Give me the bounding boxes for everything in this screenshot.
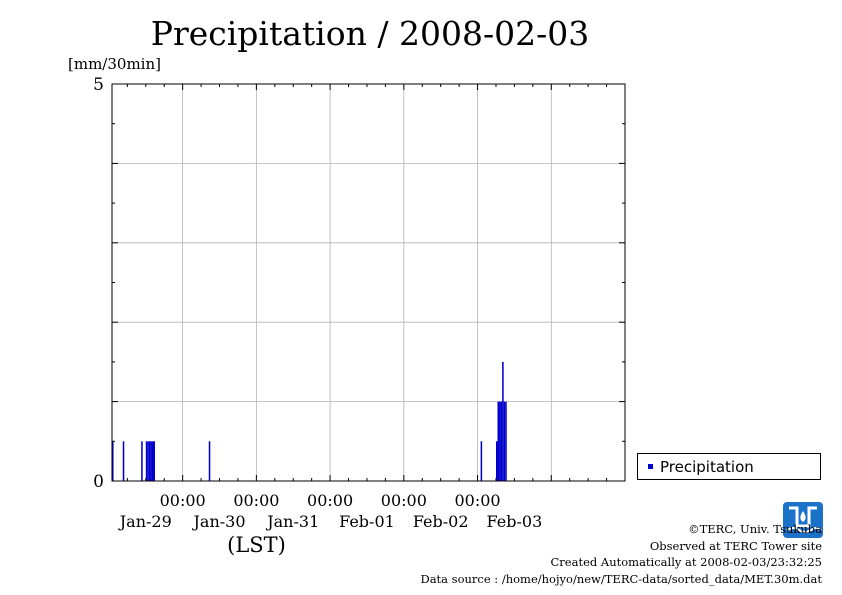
x-date-label: Jan-29 xyxy=(118,512,172,531)
x-time-label: 00:00 xyxy=(381,491,427,510)
legend-label: Precipitation xyxy=(660,458,754,476)
x-time-label: 00:00 xyxy=(307,491,353,510)
credits-block: ©TERC, Univ. Tsukuba Observed at TERC To… xyxy=(420,521,822,587)
precipitation-bar xyxy=(499,401,501,481)
precipitation-bar xyxy=(145,441,148,481)
precipitation-bar xyxy=(495,441,498,481)
y-tick-label: 5 xyxy=(93,75,104,95)
precipitation-bar xyxy=(502,361,504,481)
precipitation-bar xyxy=(500,401,503,481)
copyright-text: ©TERC, Univ. Tsukuba xyxy=(688,522,822,536)
x-date-label: Feb-01 xyxy=(339,512,395,531)
x-date-label: Jan-30 xyxy=(191,512,245,531)
precipitation-bar xyxy=(480,441,483,481)
legend: Precipitation xyxy=(637,453,821,480)
source-text: Data source : /home/hojyo/new/TERC-data/… xyxy=(420,571,822,586)
precipitation-bar xyxy=(497,401,500,481)
y-tick-label: 0 xyxy=(93,472,104,492)
x-date-label: Feb-02 xyxy=(413,512,469,531)
precipitation-bar xyxy=(505,401,507,481)
precipitation-bar xyxy=(148,441,151,481)
created-text: Created Automatically at 2008-02-03/23:3… xyxy=(550,555,823,569)
x-time-label: 00:00 xyxy=(454,491,500,510)
precipitation-bar xyxy=(112,441,114,481)
x-time-label: 00:00 xyxy=(160,491,206,510)
precipitation-bar xyxy=(208,441,211,481)
x-axis-label: (LST) xyxy=(227,533,286,557)
precipitation-bar xyxy=(122,441,125,481)
legend-swatch xyxy=(648,464,653,469)
terc-logo-icon xyxy=(783,502,823,538)
x-date-label: Feb-03 xyxy=(487,512,543,531)
chart-title: Precipitation / 2008-02-03 xyxy=(150,14,590,53)
precipitation-bar xyxy=(153,441,156,481)
precipitation-bar xyxy=(147,441,149,481)
precipitation-bar xyxy=(141,441,143,481)
precipitation-bar xyxy=(151,441,154,481)
y-axis-unit-label: [mm/30min] xyxy=(68,55,161,73)
plot-frame xyxy=(111,83,626,482)
precipitation-bar xyxy=(150,441,152,481)
precipitation-bar xyxy=(503,401,506,481)
x-time-label: 00:00 xyxy=(233,491,279,510)
x-date-label: Jan-31 xyxy=(265,512,319,531)
site-text: Observed at TERC Tower site xyxy=(649,538,822,553)
